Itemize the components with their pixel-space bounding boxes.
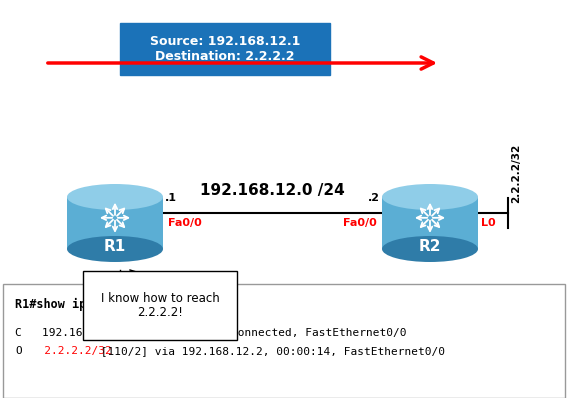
FancyBboxPatch shape <box>120 23 330 75</box>
Text: .1: .1 <box>165 193 177 203</box>
Text: Fa0/0: Fa0/0 <box>343 218 377 228</box>
Ellipse shape <box>382 184 478 210</box>
FancyBboxPatch shape <box>83 271 237 340</box>
Text: 192.168.12.0 /24: 192.168.12.0 /24 <box>200 183 345 199</box>
Text: 2.2.2.2/32: 2.2.2.2/32 <box>511 144 521 203</box>
Text: [110/2] via 192.168.12.2, 00:00:14, FastEthernet0/0: [110/2] via 192.168.12.2, 00:00:14, Fast… <box>94 346 445 356</box>
Ellipse shape <box>67 236 163 262</box>
Text: C   192.168.12.0/24 is directly connected, FastEthernet0/0: C 192.168.12.0/24 is directly connected,… <box>15 328 406 338</box>
Text: L0: L0 <box>481 218 496 228</box>
Text: R1: R1 <box>104 239 126 254</box>
Text: 2.2.2.2/32: 2.2.2.2/32 <box>24 346 112 356</box>
Text: I know how to reach
2.2.2.2!: I know how to reach 2.2.2.2! <box>101 291 219 320</box>
Text: R1#show ip route: R1#show ip route <box>15 298 129 311</box>
Text: Fa0/0: Fa0/0 <box>168 218 202 228</box>
Text: R2: R2 <box>419 239 441 254</box>
Text: .2: .2 <box>368 193 380 203</box>
Text: Source: 192.168.12.1
Destination: 2.2.2.2: Source: 192.168.12.1 Destination: 2.2.2.… <box>150 35 300 63</box>
Ellipse shape <box>67 184 163 210</box>
Text: O: O <box>15 346 22 356</box>
Ellipse shape <box>382 236 478 262</box>
Polygon shape <box>67 197 163 249</box>
FancyBboxPatch shape <box>3 284 565 398</box>
Polygon shape <box>382 197 478 249</box>
